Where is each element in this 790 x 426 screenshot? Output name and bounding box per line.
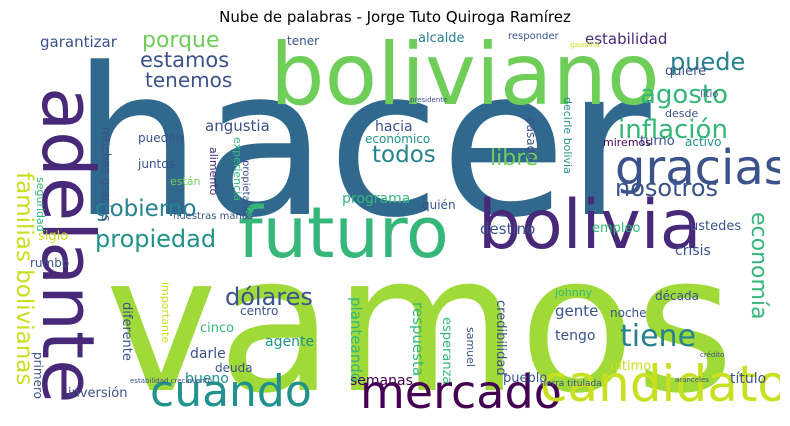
- word-economico: económico: [365, 132, 431, 146]
- word-ustedes: ustedes: [690, 219, 742, 234]
- word-bueno: bueno: [185, 371, 229, 387]
- word-respuesta: respuesta: [409, 302, 427, 377]
- word-importante: importante: [159, 282, 172, 344]
- word-bolivia: bolivia: [478, 186, 702, 265]
- word-samuel: samuel: [464, 327, 477, 367]
- word-decada: década: [655, 289, 699, 303]
- word-desde: desde: [665, 107, 699, 120]
- chart-title: Nube de palabras - Jorge Tuto Quiroga Ra…: [219, 8, 571, 26]
- word-seguridad: seguridad: [34, 177, 47, 232]
- word-presidente: presidente: [410, 96, 448, 104]
- word-nuestras-manos: nuestras manos: [173, 211, 254, 222]
- word-angustia: angustia: [205, 117, 270, 135]
- word-boliviano: boliviano: [270, 32, 660, 125]
- word-titulo: título: [730, 371, 767, 387]
- word-muchas-gracias: muchas gracias: [99, 127, 113, 222]
- word-centro: centro: [240, 304, 279, 318]
- word-economia: economía: [746, 212, 771, 320]
- word-semanas: semanas: [350, 373, 413, 389]
- word-activo: activo: [685, 135, 722, 149]
- word-quien: quién: [422, 198, 456, 212]
- word-pueblo: pueblo: [503, 371, 548, 386]
- word-alcalde: alcalde: [418, 32, 465, 46]
- word-tener: tener: [287, 34, 320, 48]
- word-cuando: cuando: [150, 366, 312, 416]
- word-agente: agente: [265, 334, 315, 350]
- word-johnny: johnny: [555, 286, 593, 299]
- word-garantizar: garantizar: [40, 33, 117, 51]
- word-hacer: hacer: [72, 32, 651, 263]
- word-turno: turno: [640, 134, 675, 149]
- word-futuro: futuro: [238, 192, 449, 274]
- word-gasolina: gasolina: [570, 41, 600, 49]
- word-tengo: tengo: [555, 328, 596, 344]
- word-puede: puede: [670, 48, 746, 76]
- word-pasado: pasado: [524, 117, 538, 161]
- word-quiere: quiere: [665, 64, 707, 79]
- word-tiene: tiene: [620, 319, 697, 354]
- word-inversion: inversión: [68, 386, 128, 401]
- word-gobierno: gobierno: [95, 196, 197, 222]
- word-credito: crédito: [700, 351, 725, 359]
- word-siglo: siglo: [38, 229, 69, 244]
- word-estabilidad-crecimiento: estabilidad crecimiento: [130, 377, 212, 385]
- word-aranceles: aranceles: [675, 376, 709, 384]
- word-inflacion: inflación: [618, 115, 728, 145]
- word-destino: destino: [480, 220, 536, 238]
- word-litio: litio: [700, 89, 719, 100]
- word-programa: programa: [342, 191, 411, 207]
- word-credibilidad: credibilidad: [493, 300, 508, 376]
- word-estabilidad: estabilidad: [585, 32, 668, 48]
- word-gracias: gracias: [615, 140, 780, 196]
- word-ultimo: último: [610, 359, 652, 374]
- word-libre: libre: [490, 146, 539, 171]
- word-estan: están: [170, 175, 201, 188]
- word-hacia: hacia: [375, 119, 413, 135]
- word-rumbo: rumbo: [30, 256, 70, 270]
- word-esperanza: esperanza: [439, 317, 454, 385]
- word-responder: responder: [508, 32, 559, 42]
- word-todos: todos: [372, 142, 436, 168]
- word-cinco: cinco: [200, 321, 235, 336]
- word-tenemos: tenemos: [145, 68, 233, 92]
- word-crisis: crisis: [675, 243, 711, 259]
- word-decirle-bolivia: decirle bolivia: [561, 97, 574, 174]
- word-porque: porque: [142, 32, 220, 53]
- word-cloud: hacer vamos boliviano bolivia futuro ade…: [10, 32, 780, 416]
- word-deuda: deuda: [215, 361, 253, 375]
- word-nosotros: nosotros: [615, 174, 719, 202]
- word-noche: noche: [610, 306, 647, 320]
- word-mercado: mercado: [360, 365, 562, 416]
- word-empleo: empleo: [592, 221, 641, 236]
- word-tierra-titulada: tierra titulada: [540, 379, 602, 389]
- word-gente: gente: [555, 302, 599, 320]
- word-diferente: diferente: [119, 302, 134, 361]
- word-dolares: dólares: [225, 283, 313, 311]
- word-vamos: vamos: [105, 214, 735, 417]
- word-planteando: planteando: [347, 297, 365, 382]
- word-estamos: estamos: [140, 48, 230, 72]
- word-juntos: juntos: [138, 157, 175, 171]
- word-miremos: miremos: [603, 136, 651, 149]
- word-candidato: candidato: [540, 355, 780, 413]
- word-agosto: agosto: [640, 80, 728, 110]
- word-propiedad: propiedad: [95, 225, 217, 253]
- word-alimento: alimento: [207, 147, 220, 196]
- word-darle: darle: [190, 346, 226, 362]
- word-pueden: pueden: [138, 131, 184, 145]
- word-primero: primero: [31, 352, 45, 399]
